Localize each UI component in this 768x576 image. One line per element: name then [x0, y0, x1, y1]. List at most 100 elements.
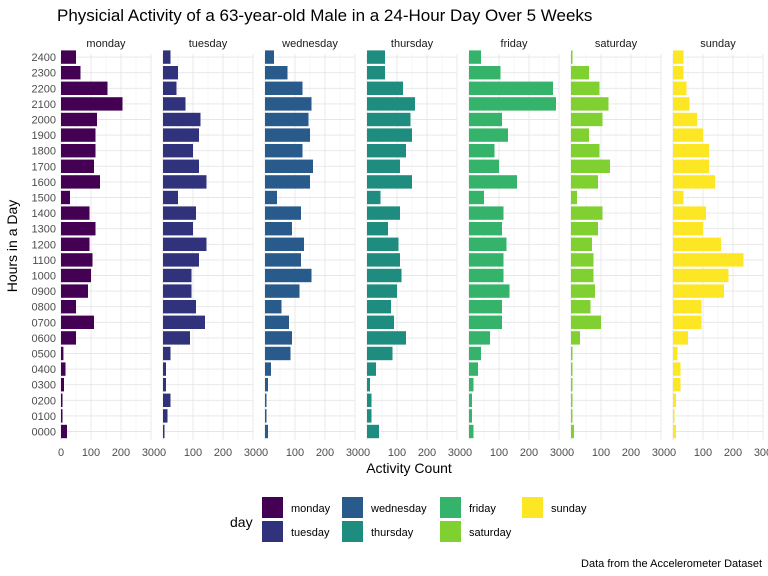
x-tick-label: 200 — [520, 447, 538, 459]
bar-thursday-0200 — [367, 393, 372, 407]
x-tick-label: 0 — [466, 447, 472, 459]
legend: day monday tuesday wednesday thursday friday… — [230, 497, 587, 542]
bar-wednesday-2300 — [265, 66, 288, 80]
y-tick-label: 2200 — [32, 83, 56, 95]
bar-monday-0600 — [61, 331, 76, 345]
legend-swatch — [440, 497, 461, 518]
facet-panel-sunday: sunday 0 100 200 300 — [670, 38, 768, 459]
bar-wednesday-2000 — [265, 112, 309, 127]
bar-saturday-2400 — [571, 50, 573, 64]
bar-saturday-2100 — [571, 97, 609, 111]
y-tick-label: 0800 — [32, 302, 56, 314]
bar-sunday-1000 — [673, 268, 729, 283]
bar-tuesday-1400 — [163, 206, 196, 220]
bar-thursday-0000 — [367, 424, 379, 439]
bar-tuesday-1100 — [163, 253, 199, 267]
y-tick-label: 2100 — [32, 99, 56, 111]
legend-label: sunday — [551, 503, 587, 515]
y-tick-label: 0400 — [32, 364, 56, 376]
bar-saturday-0800 — [571, 300, 591, 314]
bar-saturday-1300 — [571, 222, 598, 236]
bar-wednesday-1100 — [265, 253, 301, 267]
x-tick-label: 100 — [490, 447, 508, 459]
facet-strip-label: sunday — [700, 38, 736, 50]
bar-sunday-1200 — [673, 237, 721, 251]
bar-sunday-0100 — [673, 409, 675, 423]
bar-wednesday-1500 — [265, 190, 277, 205]
bar-monday-0000 — [61, 424, 67, 439]
bar-tuesday-2000 — [163, 112, 201, 127]
bar-sunday-0600 — [673, 331, 688, 345]
bar-saturday-1100 — [571, 253, 594, 267]
legend-swatch — [342, 497, 363, 518]
bar-tuesday-0500 — [163, 346, 171, 361]
x-tick-label: 300 — [652, 447, 670, 459]
y-tick-label: 0500 — [32, 349, 56, 361]
bar-wednesday-0600 — [265, 331, 292, 345]
bar-wednesday-0800 — [265, 300, 282, 314]
legend-swatch — [262, 497, 283, 518]
bar-sunday-0400 — [673, 362, 681, 376]
bar-wednesday-0900 — [265, 284, 300, 298]
bar-saturday-1000 — [571, 268, 594, 283]
legend-swatch — [440, 521, 461, 542]
bar-monday-0300 — [61, 378, 64, 392]
bar-wednesday-1300 — [265, 222, 292, 236]
bar-monday-0900 — [61, 284, 88, 298]
legend-item-tuesday: tuesday — [262, 521, 330, 542]
legend-label: wednesday — [370, 503, 427, 515]
bar-sunday-1400 — [673, 206, 706, 220]
bar-monday-1500 — [61, 190, 70, 205]
y-tick-label: 1600 — [32, 177, 56, 189]
bar-saturday-1900 — [571, 128, 589, 142]
bar-saturday-1200 — [571, 237, 592, 251]
bar-sunday-0000 — [673, 424, 676, 439]
bar-friday-0600 — [469, 331, 490, 345]
facet-panel-wednesday: wednesday 0 100 200 300 — [262, 38, 364, 459]
bar-monday-2300 — [61, 66, 81, 80]
bar-tuesday-0900 — [163, 284, 192, 298]
bar-wednesday-1600 — [265, 175, 310, 189]
facet-strip-label: tuesday — [189, 38, 228, 50]
bar-monday-1800 — [61, 144, 96, 158]
y-tick-label: 0000 — [32, 427, 56, 439]
bar-monday-1900 — [61, 128, 96, 142]
bar-wednesday-1000 — [265, 268, 312, 283]
bar-thursday-1900 — [367, 128, 412, 142]
bar-thursday-1800 — [367, 144, 406, 158]
x-tick-label: 300 — [550, 447, 568, 459]
bar-monday-1000 — [61, 268, 91, 283]
bar-sunday-1600 — [673, 175, 715, 189]
bar-thursday-2100 — [367, 97, 415, 111]
bar-friday-1200 — [469, 237, 507, 251]
bar-sunday-2000 — [673, 112, 697, 127]
legend-item-saturday: saturday — [440, 521, 512, 542]
bar-thursday-0600 — [367, 331, 406, 345]
bar-tuesday-1200 — [163, 237, 207, 251]
bar-saturday-1700 — [571, 159, 610, 173]
bar-thursday-1400 — [367, 206, 400, 220]
bar-saturday-1800 — [571, 144, 600, 158]
bar-wednesday-1700 — [265, 159, 313, 173]
facet-strip-label: saturday — [595, 38, 638, 50]
bar-thursday-1700 — [367, 159, 400, 173]
bar-saturday-0000 — [571, 424, 574, 439]
bar-tuesday-1500 — [163, 190, 178, 205]
bar-monday-0700 — [61, 315, 94, 329]
y-tick-label: 1300 — [32, 224, 56, 236]
bar-thursday-2400 — [367, 50, 385, 64]
y-tick-label: 2400 — [32, 52, 56, 64]
bar-wednesday-1800 — [265, 144, 303, 158]
bar-friday-1300 — [469, 222, 502, 236]
bar-sunday-0900 — [673, 284, 724, 298]
bar-sunday-0200 — [673, 393, 676, 407]
x-tick-label: 100 — [388, 447, 406, 459]
bar-friday-0000 — [469, 424, 474, 439]
x-tick-label: 100 — [694, 447, 712, 459]
bar-thursday-2200 — [367, 81, 403, 95]
facet-strip-label: monday — [86, 38, 126, 50]
bar-sunday-2400 — [673, 50, 684, 64]
bar-monday-1400 — [61, 206, 90, 220]
bar-wednesday-1900 — [265, 128, 310, 142]
